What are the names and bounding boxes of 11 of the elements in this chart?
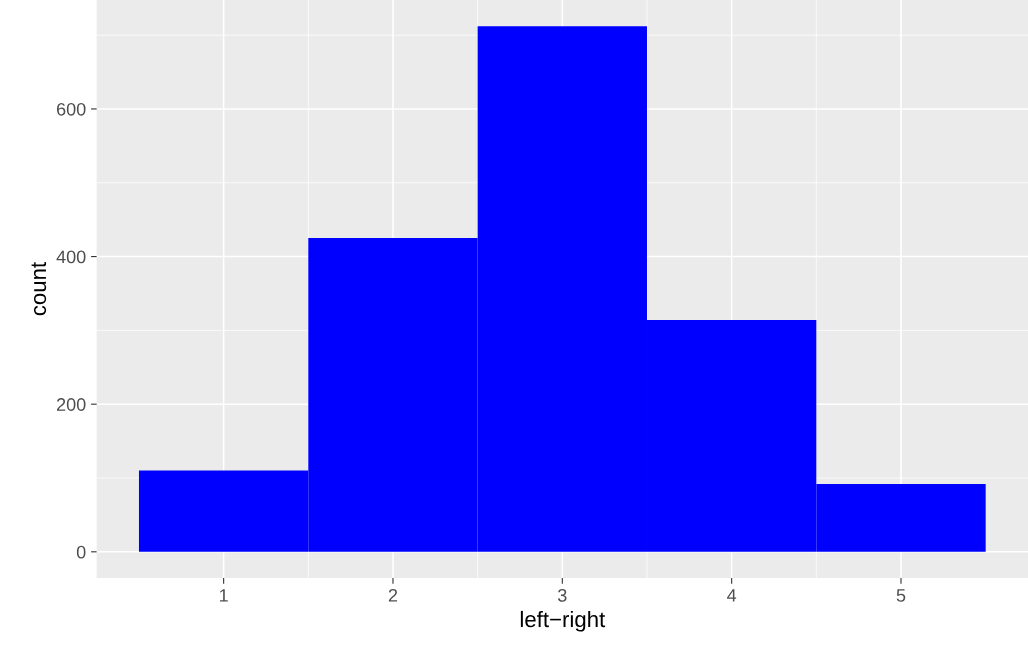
y-tick-label: 0 [76, 545, 86, 559]
x-tick-label: 3 [557, 588, 567, 602]
y-tick-label: 400 [56, 250, 86, 264]
x-axis-title: left−right [520, 610, 606, 632]
x-tick-label: 1 [219, 589, 228, 602]
y-tick-label: 200 [57, 398, 86, 411]
x-tick-label: 2 [388, 588, 398, 602]
x-tick-label: 4 [727, 589, 737, 602]
y-axis-title: count [31, 262, 47, 316]
x-tick-label: 5 [896, 589, 906, 602]
y-tick-label: 600 [57, 102, 86, 116]
